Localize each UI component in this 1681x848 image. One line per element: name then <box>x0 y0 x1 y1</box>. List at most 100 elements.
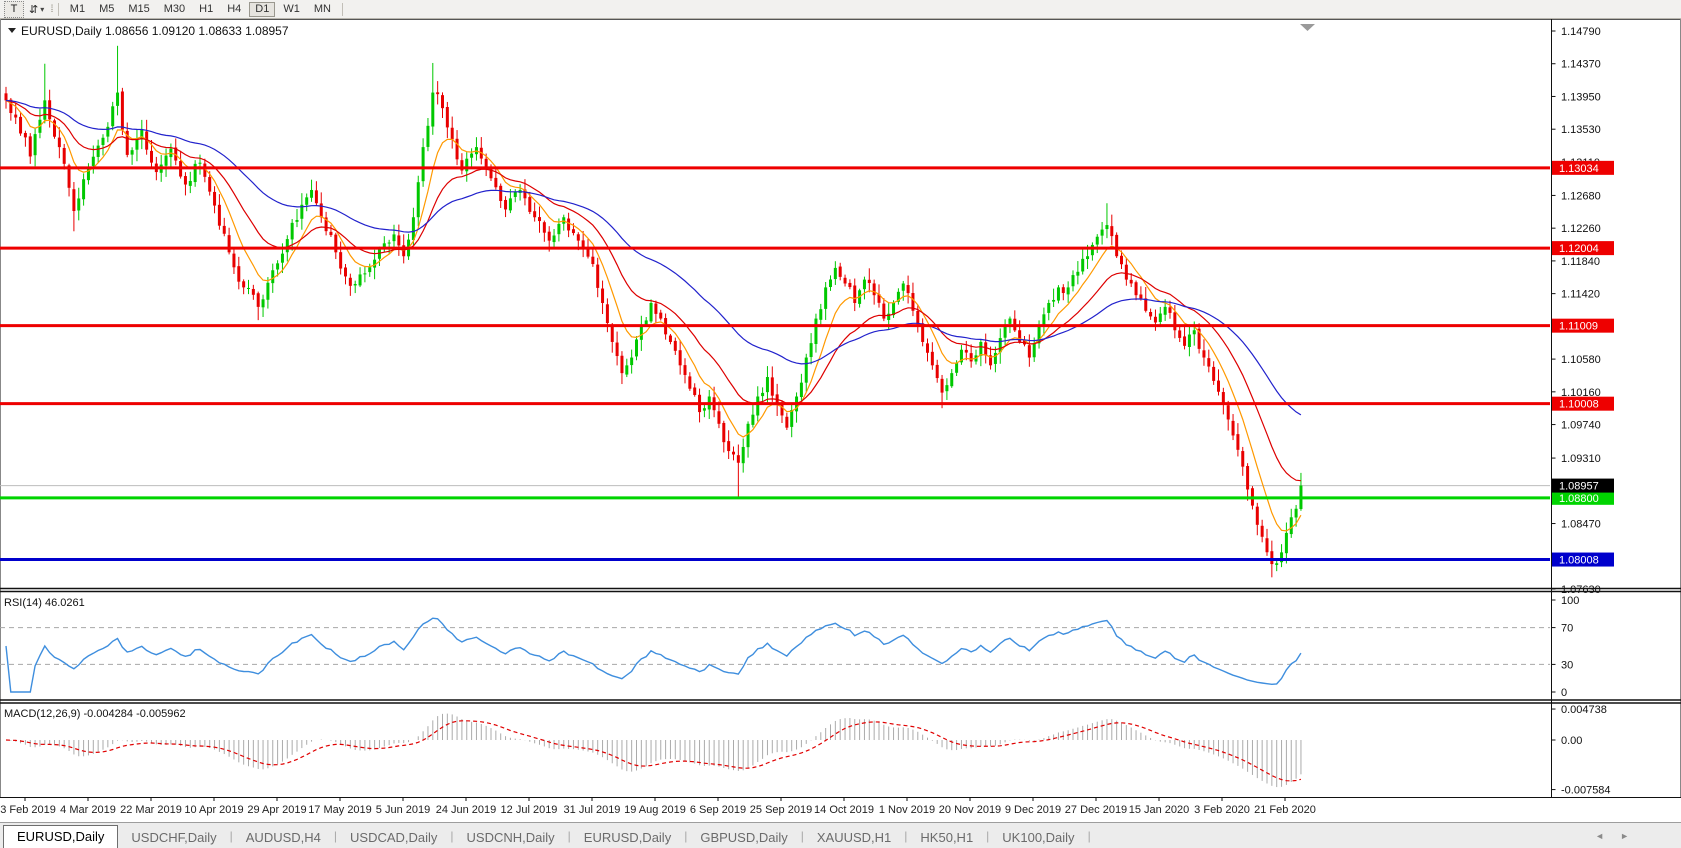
text-tool-button[interactable]: T <box>4 0 24 18</box>
svg-text:20 Nov 2019: 20 Nov 2019 <box>939 804 1001 816</box>
tab-divider: | <box>333 828 338 843</box>
price-level-badge: 1.08957 <box>1552 478 1614 493</box>
svg-text:1 Nov 2019: 1 Nov 2019 <box>879 804 935 816</box>
timeframe-button-h1[interactable]: H1 <box>193 2 219 17</box>
svg-text:1.12680: 1.12680 <box>1561 190 1601 202</box>
svg-text:3 Feb 2020: 3 Feb 2020 <box>1194 804 1250 816</box>
chevron-down-icon: ▾ <box>40 4 45 14</box>
svg-text:4 Mar 2019: 4 Mar 2019 <box>60 804 116 816</box>
toolbar-separator <box>57 2 59 16</box>
tab-divider: | <box>229 828 233 843</box>
chart-tab-usdcnh-daily[interactable]: USDCNH,Daily <box>466 830 555 845</box>
chart-title: EURUSD,Daily 1.08656 1.09120 1.08633 1.0… <box>8 24 289 38</box>
svg-text:1.13950: 1.13950 <box>1561 91 1601 103</box>
svg-text:6 Sep 2019: 6 Sep 2019 <box>690 804 746 816</box>
rsi-panel: 100 70 30 0 RSI(14) 46.0261 <box>0 595 1579 699</box>
chart-tab-xauusd-h1[interactable]: XAUUSD,H1 <box>816 830 892 845</box>
svg-text:1.14370: 1.14370 <box>1561 59 1601 71</box>
sr-level-lines[interactable] <box>0 166 1550 562</box>
symbol-dropdown-icon[interactable] <box>8 28 16 33</box>
price-level-badge: 1.10008 <box>1552 396 1614 411</box>
chart-tab-hk50-h1[interactable]: HK50,H1 <box>920 830 974 845</box>
svg-text:24 Jun 2019: 24 Jun 2019 <box>436 804 497 816</box>
chart-canvas[interactable]: 1.147901.143701.139501.135301.131101.126… <box>0 19 1681 822</box>
timeframe-button-m1[interactable]: M1 <box>64 2 91 17</box>
macd-signal-line <box>5 720 1302 782</box>
svg-text:70: 70 <box>1561 623 1573 635</box>
arrows-tool-button[interactable]: ⇵ ▾ <box>26 1 47 18</box>
chart-tab-usdcad-daily[interactable]: USDCAD,Daily <box>350 830 438 845</box>
toolbar: T ⇵ ▾ ⁞⁞ M1 M5 M15 M30 H1 H4 D1 W1 MN <box>0 0 1681 19</box>
svg-text:1.13034: 1.13034 <box>1559 163 1599 175</box>
ma-mid-line <box>5 99 1301 482</box>
svg-text:1.09740: 1.09740 <box>1561 420 1601 432</box>
svg-text:21 Feb 2020: 21 Feb 2020 <box>1254 804 1316 816</box>
chart-tab-eurusd-daily[interactable]: EURUSD,Daily <box>583 830 672 845</box>
svg-text:0.00: 0.00 <box>1561 735 1582 747</box>
tab-divider: | <box>450 828 454 843</box>
svg-text:1.12004: 1.12004 <box>1559 243 1599 255</box>
tabs-scroll-right-button[interactable]: ► <box>1620 831 1629 841</box>
svg-text:14 Oct 2019: 14 Oct 2019 <box>814 804 874 816</box>
chart-shift-marker-icon[interactable] <box>1300 24 1315 31</box>
toolbar-separator-2 <box>341 2 343 16</box>
timeframe-button-h4[interactable]: H4 <box>221 2 247 17</box>
svg-text:EURUSD,Daily 1.08656 1.09120: EURUSD,Daily 1.08656 1.09120 1.08633 1.0… <box>21 24 289 38</box>
tab-scroll-arrows: ◄ ► <box>1595 832 1629 841</box>
svg-text:5 Jun 2019: 5 Jun 2019 <box>376 804 430 816</box>
timeframe-button-m30[interactable]: M30 <box>158 2 191 17</box>
svg-text:1.10580: 1.10580 <box>1561 354 1601 366</box>
svg-text:1.09310: 1.09310 <box>1561 453 1601 465</box>
timeframe-button-group: M1 M5 M15 M30 H1 H4 D1 W1 MN <box>63 1 338 17</box>
svg-text:1.12260: 1.12260 <box>1561 223 1601 235</box>
svg-text:1.11840: 1.11840 <box>1561 256 1600 268</box>
svg-text:1.10008: 1.10008 <box>1559 399 1599 411</box>
svg-text:1.08008: 1.08008 <box>1559 555 1599 567</box>
tab-divider: | <box>567 828 571 843</box>
chart-tab-usdchf-daily[interactable]: USDCHF,Daily <box>131 830 217 845</box>
tab-divider: | <box>904 828 908 843</box>
toolbar-grip: ⁞⁞ <box>50 3 53 15</box>
tab-divider: | <box>1087 828 1091 843</box>
date-axis: 13 Feb 2019 4 Mar 2019 22 Mar 2019 10 Apr 2… <box>0 797 1316 816</box>
chart-tab-gbpusd-daily[interactable]: GBPUSD,Daily <box>700 830 788 845</box>
ma-fast-line <box>5 99 1302 532</box>
candlestick-series <box>4 45 1303 578</box>
chart-tab-uk100-daily[interactable]: UK100,Daily <box>1002 830 1075 845</box>
svg-text:1.10160: 1.10160 <box>1561 387 1601 399</box>
ma-slow-line <box>5 99 1302 416</box>
timeframe-button-mn[interactable]: MN <box>308 2 337 17</box>
svg-text:31 Jul 2019: 31 Jul 2019 <box>564 804 621 816</box>
svg-text:0.004738: 0.004738 <box>1561 704 1607 716</box>
rsi-line <box>5 617 1302 693</box>
tabs-scroll-left-button[interactable]: ◄ <box>1595 831 1605 841</box>
timeframe-button-m15[interactable]: M15 <box>122 2 155 17</box>
svg-text:30: 30 <box>1561 659 1573 671</box>
chart-tab-bar: EURUSD,Daily USDCHF,Daily | AUDUSD,H4 | USDCA… <box>0 822 1681 848</box>
svg-text:1.08957: 1.08957 <box>1559 481 1599 493</box>
tab-divider: | <box>800 828 804 843</box>
svg-text:10 Apr 2019: 10 Apr 2019 <box>184 804 243 816</box>
macd-label: MACD(12,26,9) -0.004284 -0.005962 <box>4 708 186 720</box>
chart-tab-audusd-h4[interactable]: AUDUSD,H4 <box>245 830 321 845</box>
tab-strip: EURUSD,Daily USDCHF,Daily | AUDUSD,H4 | USDCA… <box>3 825 1091 848</box>
svg-text:17 May 2019: 17 May 2019 <box>308 804 372 816</box>
rsi-label: RSI(14) 46.0261 <box>4 597 85 609</box>
svg-text:25 Sep 2019: 25 Sep 2019 <box>750 804 812 816</box>
svg-text:22 Mar 2019: 22 Mar 2019 <box>120 804 182 816</box>
tab-divider: | <box>986 828 990 843</box>
svg-text:1.11009: 1.11009 <box>1559 321 1598 333</box>
svg-text:0: 0 <box>1561 687 1567 699</box>
svg-text:1.14790: 1.14790 <box>1561 26 1601 38</box>
svg-text:13 Feb 2019: 13 Feb 2019 <box>0 804 56 816</box>
timeframe-button-w1[interactable]: W1 <box>277 2 306 17</box>
svg-text:1.13530: 1.13530 <box>1561 124 1601 136</box>
svg-text:29 Apr 2019: 29 Apr 2019 <box>247 804 306 816</box>
timeframe-button-m5[interactable]: M5 <box>93 2 120 17</box>
tab-divider: | <box>684 828 688 843</box>
timeframe-button-d1[interactable]: D1 <box>249 1 276 17</box>
svg-text:27 Dec 2019: 27 Dec 2019 <box>1065 804 1127 816</box>
chart-tab-eurusd-daily[interactable]: EURUSD,Daily <box>3 825 119 848</box>
svg-text:15 Jan 2020: 15 Jan 2020 <box>1129 804 1190 816</box>
